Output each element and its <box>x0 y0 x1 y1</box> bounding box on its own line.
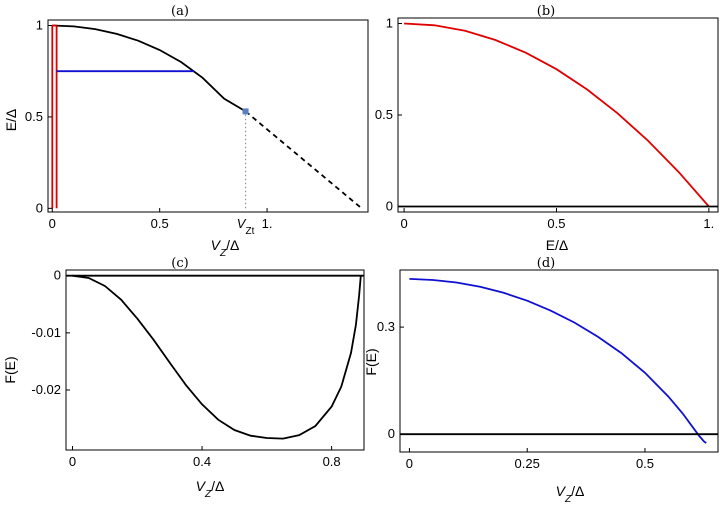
panel-d-frame <box>399 269 719 453</box>
x-tick-label: 1. <box>703 216 714 231</box>
x-tick-label: 0 <box>69 454 76 469</box>
panel-c-xlabel: VZ/Δ <box>196 478 225 500</box>
x-tick-label: 0.5 <box>547 216 565 231</box>
y-tick-label: 0.5 <box>25 109 43 124</box>
x-tick-label: 0 <box>406 456 413 471</box>
series-line-a-1 <box>245 110 363 209</box>
panel-d: (d) 0 0.25 0.5 0 0.3 VZ/Δ F(E) <box>363 256 719 505</box>
panel-a-ylabel: E/Δ <box>3 109 19 132</box>
panel-d-label: (d) <box>537 256 555 271</box>
panel-a-plot: 0 0.5 1. 0 0.5 1 VZt <box>25 17 363 237</box>
x-tick-label: 0.25 <box>515 456 540 471</box>
panel-c-frame <box>65 269 365 451</box>
panel-b-xlabel: E/Δ <box>546 237 569 253</box>
series-line-a-0 <box>52 24 247 113</box>
x-tick-label: 0.4 <box>193 454 211 469</box>
y-tick-label: -0.01 <box>31 325 61 340</box>
panel-b: (b) 0 0.5 1. 0 0.5 1 E/Δ <box>375 4 719 253</box>
y-tick-label: 0.3 <box>377 319 395 334</box>
x-tick-label: 0.5 <box>151 216 169 231</box>
panel-c-plot: 0 0.4 0.8 0 -0.01 -0.02 <box>31 268 364 469</box>
panel-a-xlabel: VZ/Δ <box>211 237 240 259</box>
series-line-c-0 <box>72 274 362 440</box>
x-tick-label: 0.8 <box>323 454 341 469</box>
panel-a-frame <box>47 19 369 213</box>
panel-d-xlabel: VZ/Δ <box>556 483 585 505</box>
y-tick-label: -0.02 <box>31 382 61 397</box>
y-tick-label: 0 <box>54 268 61 283</box>
panel-b-frame <box>397 17 719 213</box>
y-tick-label: 1 <box>36 17 43 32</box>
x-tick-label: 1. <box>262 216 273 231</box>
y-tick-label: 0 <box>36 200 43 215</box>
panel-b-label: (b) <box>537 4 555 19</box>
panel-a: (a) 0 0.5 1. 0 0.5 1 VZt VZ/Δ E/Δ <box>3 4 369 259</box>
panel-a-label: (a) <box>171 4 189 19</box>
x-tick-label: 0 <box>49 216 56 231</box>
panel-c-ylabel: F(E) <box>2 356 18 383</box>
panel-d-plot: 0 0.25 0.5 0 0.3 <box>377 278 718 471</box>
series-line-d-0 <box>409 278 707 444</box>
x-tick-label: 0 <box>400 216 407 231</box>
panel-d-ylabel: F(E) <box>363 348 379 375</box>
panel-c: (c) 0 0.4 0.8 0 -0.01 -0.02 VZ/Δ F(E) <box>2 256 365 500</box>
x-tick-label: 0.5 <box>636 456 654 471</box>
data-point-marker <box>242 108 249 115</box>
y-tick-label: 0.5 <box>375 107 393 122</box>
y-tick-label: 1 <box>386 15 393 30</box>
panel-b-plot: 0 0.5 1. 0 0.5 1 <box>375 15 718 231</box>
series-line-b-0 <box>404 22 710 208</box>
y-tick-label: 0 <box>388 426 395 441</box>
panel-c-label: (c) <box>171 256 188 271</box>
x-tick-label-vzt: VZt <box>237 216 255 237</box>
y-tick-label: 0 <box>386 199 393 214</box>
